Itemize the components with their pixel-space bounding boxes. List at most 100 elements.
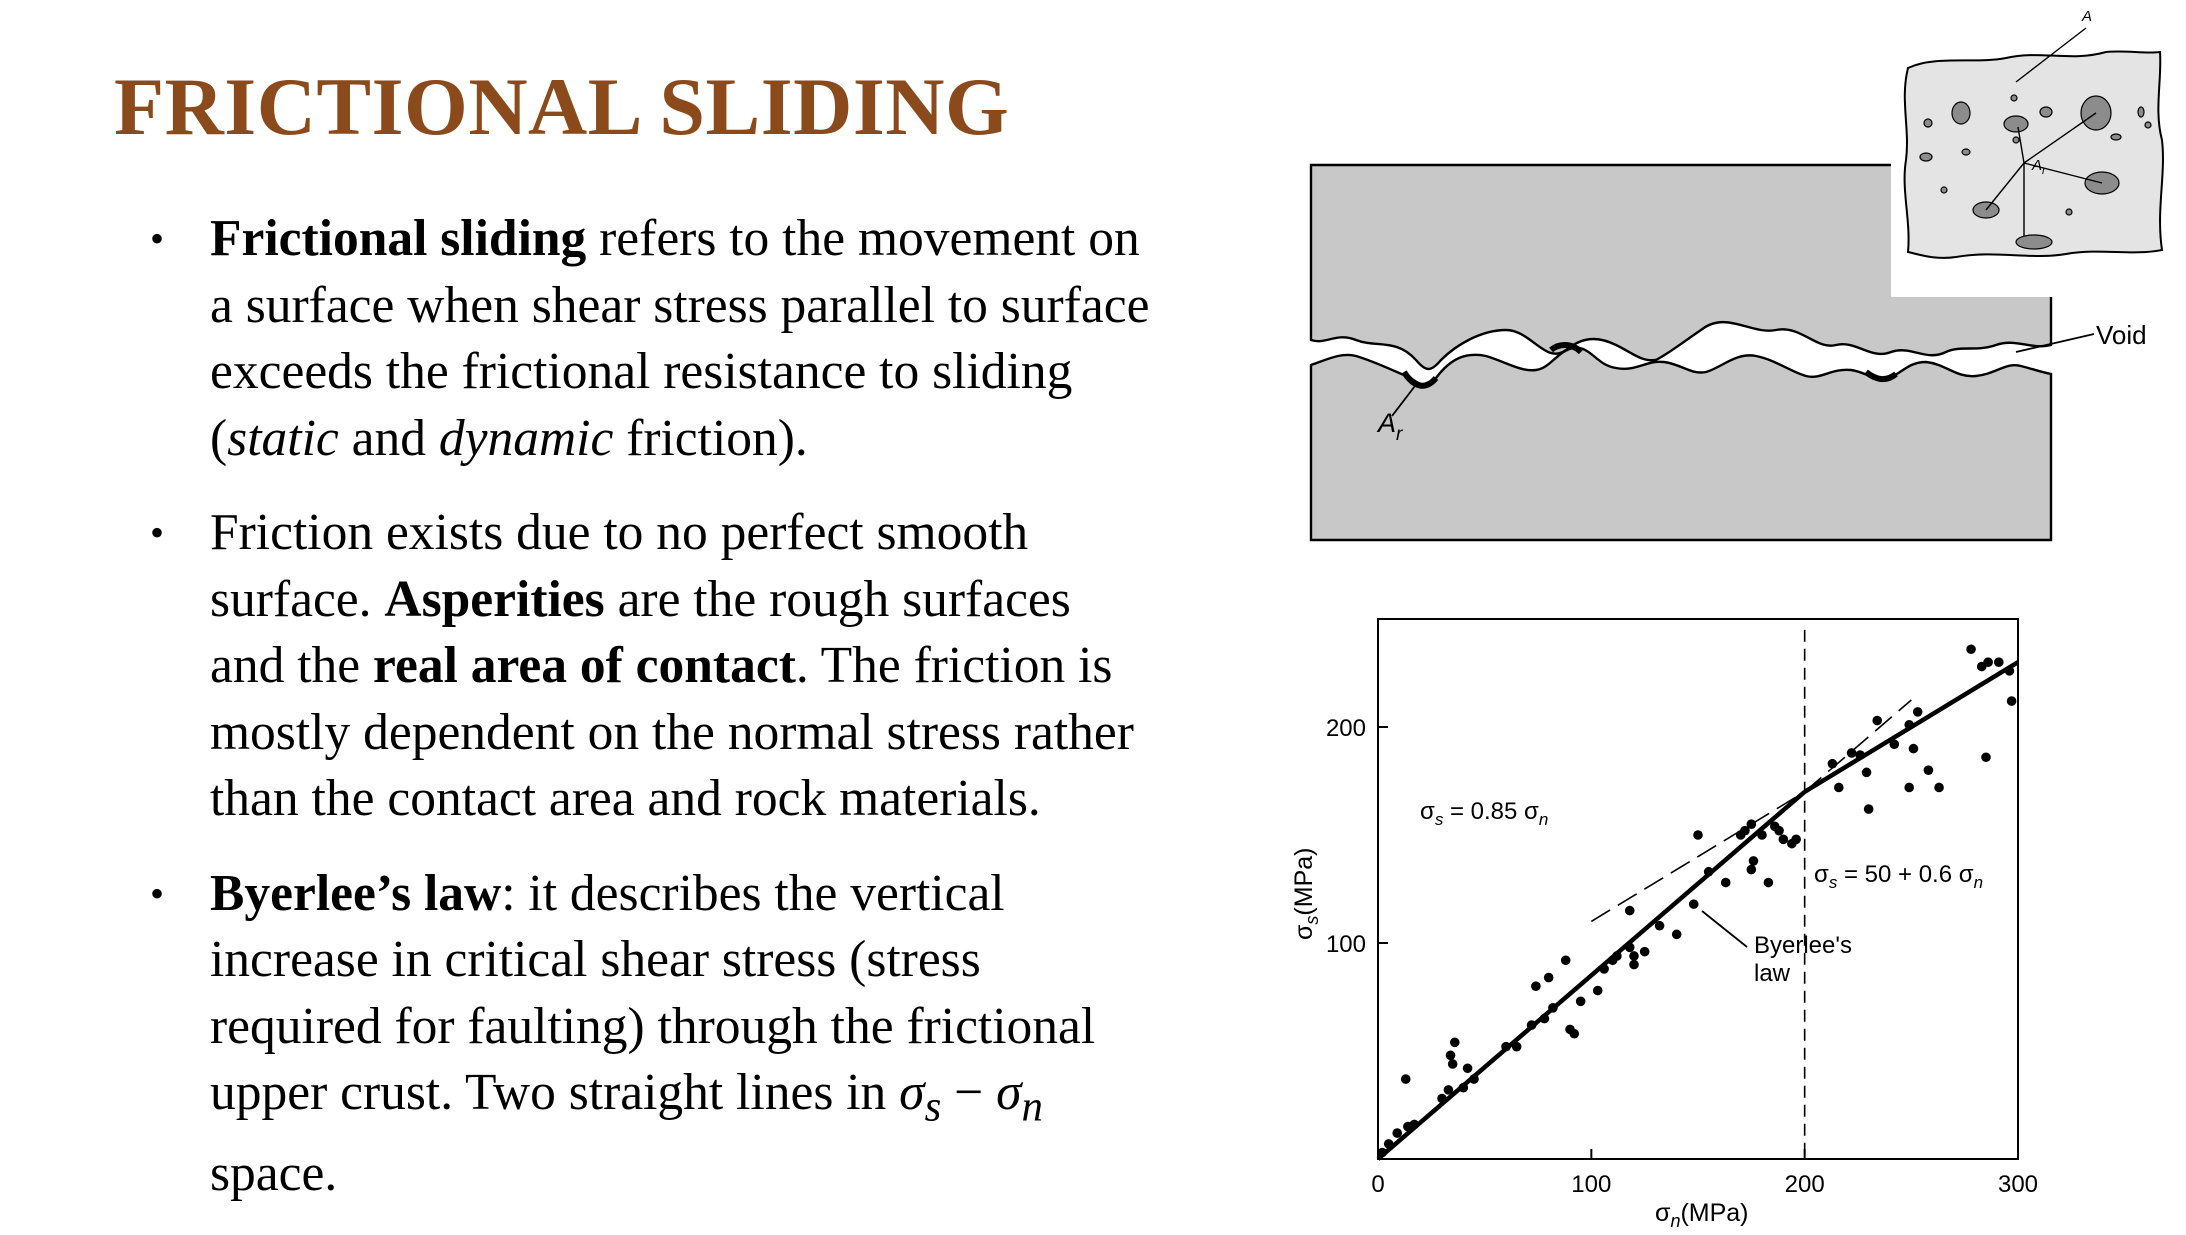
data-point xyxy=(1774,825,1784,836)
bullet-item: • Byerlee’s law: it describes the vertic… xyxy=(146,861,1226,1208)
bullet-line: upper crust. Two straight lines in σs − … xyxy=(210,1064,1043,1131)
data-point xyxy=(1548,1003,1558,1013)
data-point xyxy=(1861,767,1872,778)
byerlee-label-line2: law xyxy=(1754,960,1791,987)
bullet-dot-icon: • xyxy=(150,870,165,916)
byerlee-label-line1: Byerlee's xyxy=(1754,932,1852,959)
data-point xyxy=(2004,666,2015,676)
data-point xyxy=(1983,657,1993,667)
axis-ticks: 0 100 200 300 100 200 xyxy=(1326,715,2038,1198)
data-point xyxy=(1624,905,1635,916)
data-point xyxy=(1539,1013,1550,1024)
x-tick-label: 0 xyxy=(1371,1171,1384,1198)
data-point xyxy=(1994,657,2004,667)
data-point xyxy=(1447,1059,1458,1069)
y-tick-label: 100 xyxy=(1326,931,1366,958)
data-point xyxy=(1531,981,1541,991)
bullet-line: space. xyxy=(210,1144,338,1202)
data-point xyxy=(1763,877,1774,888)
bullet-dot-icon: • xyxy=(150,216,165,261)
eq-low-label: σs = 0.85 σn xyxy=(1420,798,1548,829)
data-point xyxy=(1904,782,1914,793)
slide-title: FRICTIONAL SLIDING xyxy=(114,61,1010,152)
lower-rock-block xyxy=(1309,346,2053,542)
ar-label: Ar xyxy=(1376,408,1403,445)
ar-leader-line xyxy=(1391,381,1419,417)
inset-grains xyxy=(1919,94,2152,250)
data-point xyxy=(1458,1082,1469,1093)
byerlee-law-chart: 0 100 200 300 100 200 σs = 0.85 σn σs = 50 + … xyxy=(1290,618,2038,1230)
x-tick-label: 100 xyxy=(1571,1171,1611,1198)
data-point xyxy=(1748,856,1759,866)
bullet-line: exceeds the frictional resistance to sli… xyxy=(210,343,1073,400)
data-point xyxy=(1703,866,1714,877)
data-point xyxy=(1437,1093,1447,1104)
data-point xyxy=(1740,825,1750,836)
data-point xyxy=(1377,1147,1388,1158)
byerlee-leader-line xyxy=(1701,910,1748,948)
data-point xyxy=(1639,946,1650,957)
x-tick-label: 300 xyxy=(1998,1171,2038,1198)
data-point xyxy=(1575,996,1586,1007)
data-point xyxy=(1872,715,1882,726)
bullet-item: • Friction exists due to no perfect smoo… xyxy=(146,500,1226,833)
data-point xyxy=(1624,942,1635,953)
bullet-line: and the real area of contact. The fricti… xyxy=(210,637,1113,694)
data-point xyxy=(1720,877,1731,888)
data-point xyxy=(1469,1074,1479,1084)
data-point xyxy=(1834,782,1844,793)
data-point xyxy=(1543,972,1554,983)
data-point xyxy=(1450,1037,1460,1048)
data-point xyxy=(1966,644,1976,655)
byerlee-line-low xyxy=(1376,790,1807,1161)
data-point xyxy=(1912,707,1923,717)
data-point xyxy=(1863,804,1874,814)
data-point xyxy=(1409,1119,1420,1130)
y-tick-label: 200 xyxy=(1326,715,1366,742)
inset-a-label: A xyxy=(2081,8,2092,25)
bullet-line: Byerlee’s law: it describes the vertical xyxy=(210,864,1005,922)
bullet-list: • Frictional sliding refers to the movem… xyxy=(146,206,1226,1235)
bullet-line: Friction exists due to no perfect smooth xyxy=(210,504,1029,561)
data-point xyxy=(1846,748,1857,758)
data-point xyxy=(1629,951,1639,961)
inset-ar-label: Ar xyxy=(2031,157,2047,177)
extension-line-low-fit xyxy=(1804,699,1912,793)
data-point xyxy=(1855,750,1865,760)
x-tick-label: 200 xyxy=(1785,1171,1825,1198)
data-points xyxy=(1377,644,2017,1158)
void-label: Void xyxy=(2096,320,2147,350)
data-point xyxy=(1746,864,1757,875)
data-point xyxy=(1934,782,1944,793)
bullet-item: • Frictional sliding refers to the movem… xyxy=(146,206,1226,472)
data-point xyxy=(1526,1020,1537,1030)
bullet-line: a surface when shear stress parallel to … xyxy=(210,276,1150,334)
bullet-dot-icon: • xyxy=(150,510,165,555)
data-point xyxy=(1392,1128,1402,1138)
data-point xyxy=(1462,1063,1473,1074)
bullet-line: (static and dynamic friction). xyxy=(210,409,808,467)
data-point xyxy=(1560,955,1571,966)
x-axis-label: σn(MPa) xyxy=(1655,1199,1749,1230)
data-point xyxy=(1981,752,1991,763)
data-point xyxy=(1827,758,1838,769)
data-point xyxy=(1445,1050,1456,1061)
data-point xyxy=(1923,765,1934,775)
data-point xyxy=(1746,819,1757,829)
data-point xyxy=(1569,1028,1580,1039)
data-point xyxy=(1501,1041,1511,1052)
data-point xyxy=(1889,739,1900,750)
data-point xyxy=(1671,929,1682,940)
bullet-line: increase in critical shear stress (stres… xyxy=(210,931,981,988)
upper-rock-block xyxy=(1309,163,2053,371)
y-axis-label: σs(MPa) xyxy=(1290,848,1322,941)
contact-area-mark xyxy=(1401,370,1439,389)
void-leader-line xyxy=(2015,333,2095,353)
data-point xyxy=(1599,964,1609,974)
data-point xyxy=(1757,830,1767,840)
bullet-line: than the contact area and rock materials… xyxy=(210,770,1041,827)
bullet-line: surface. Asperities are the rough surfac… xyxy=(210,570,1071,628)
data-point xyxy=(1511,1041,1522,1052)
data-point xyxy=(1908,743,1919,754)
data-point xyxy=(1654,920,1665,931)
